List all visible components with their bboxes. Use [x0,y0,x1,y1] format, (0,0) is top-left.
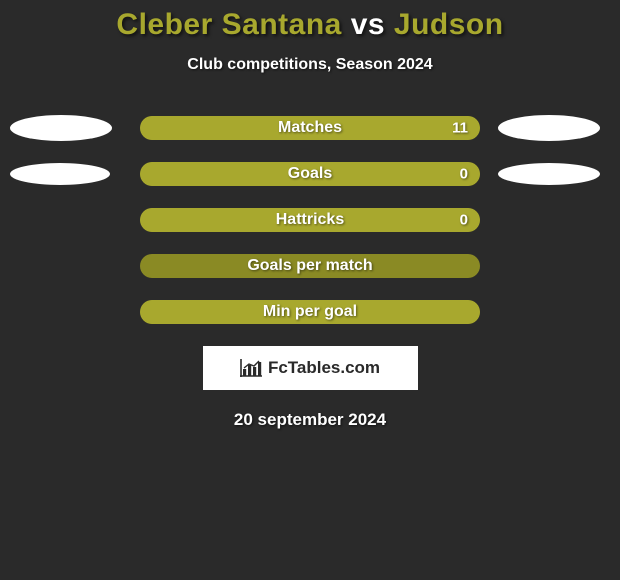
stat-bar-fill [140,208,480,232]
stat-bar-fill [140,116,480,140]
page-title: Cleber Santana vs Judson [0,8,620,42]
stat-row: Matches11 [0,116,620,140]
stat-bar: Goals0 [140,162,480,186]
logo-box: FcTables.com [203,346,418,390]
side-ellipse-left [10,115,112,141]
stat-row: Goals0 [0,162,620,186]
side-ellipse-right [498,163,600,185]
stat-bar: Matches11 [140,116,480,140]
side-ellipse-left [10,163,110,185]
stat-bar-fill [140,300,480,324]
logo-text: FcTables.com [268,358,380,378]
stat-bar: Goals per match [140,254,480,278]
comparison-card: Cleber Santana vs Judson Club competitio… [0,0,620,430]
title-player1: Cleber Santana [116,8,341,41]
stat-rows: Matches11 Goals0 Hattricks0 Goals per match… [0,116,620,324]
title-vs: vs [351,8,385,41]
stat-label: Goals per match [140,257,480,275]
subtitle: Club competitions, Season 2024 [0,56,620,74]
stat-bar-fill [140,162,480,186]
side-ellipse-right [498,115,600,141]
stat-row: Hattricks0 [0,208,620,232]
bar-chart-icon [240,359,262,377]
stat-row: Min per goal [0,300,620,324]
stat-bar: Min per goal [140,300,480,324]
stat-bar: Hattricks0 [140,208,480,232]
title-player2: Judson [394,8,504,41]
date-text: 20 september 2024 [0,410,620,430]
stat-row: Goals per match [0,254,620,278]
